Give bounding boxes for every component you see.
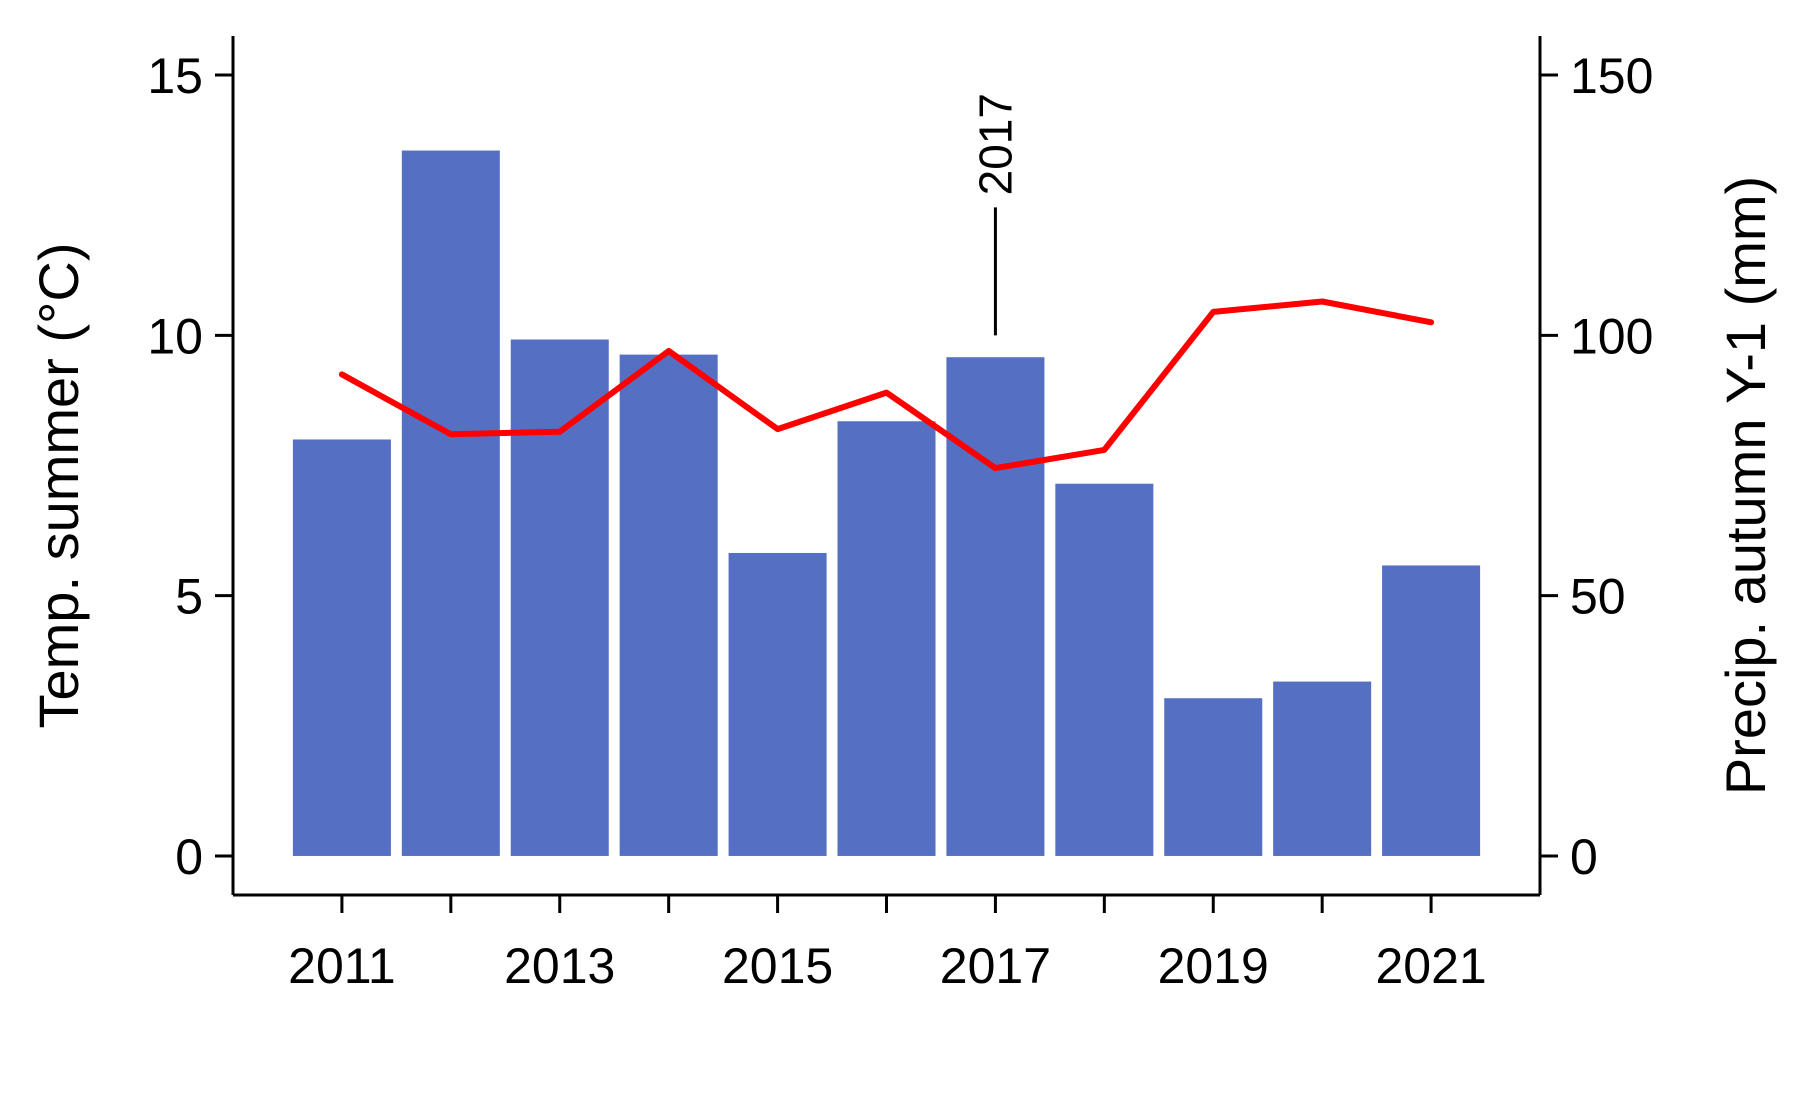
x-tick-label-2019: 2019 [1158,938,1269,994]
right-tick-label-100: 100 [1570,308,1653,364]
bar-2020 [1273,681,1372,856]
left-tick-label-10: 10 [147,308,203,364]
right-axis-title: Precip. autumn Y-1 (mm) [1714,176,1777,795]
left-tick-label-0: 0 [175,829,203,885]
bar-2019 [1164,698,1263,856]
line-layer [338,298,1435,472]
bar-2014 [619,354,718,856]
x-tick-label-2013: 2013 [504,938,615,994]
precip-line [338,298,1435,472]
right-tick-label-0: 0 [1570,829,1598,885]
left-tick-label-15: 15 [147,48,203,104]
right-tick-label-150: 150 [1570,48,1653,104]
x-tick-label-2011: 2011 [288,938,396,994]
x-tick-label-2015: 2015 [722,938,833,994]
bar-2012 [401,150,500,856]
bar-2011 [292,439,391,856]
bars [292,150,1481,856]
bar-2013 [510,339,609,856]
annotation-label: 2017 [969,93,1021,195]
bar-2021 [1382,565,1481,856]
bar-2018 [1055,483,1154,856]
bar-2017 [946,357,1045,856]
bar-2016 [837,421,936,856]
bar-2015 [728,552,827,856]
right-tick-label-50: 50 [1570,569,1626,625]
x-tick-label-2021: 2021 [1375,938,1486,994]
x-tick-label-2017: 2017 [940,938,1051,994]
left-axis-title: Temp. summer (°C) [27,243,90,729]
left-tick-label-5: 5 [175,569,203,625]
annotation: 2017 [969,93,1021,336]
